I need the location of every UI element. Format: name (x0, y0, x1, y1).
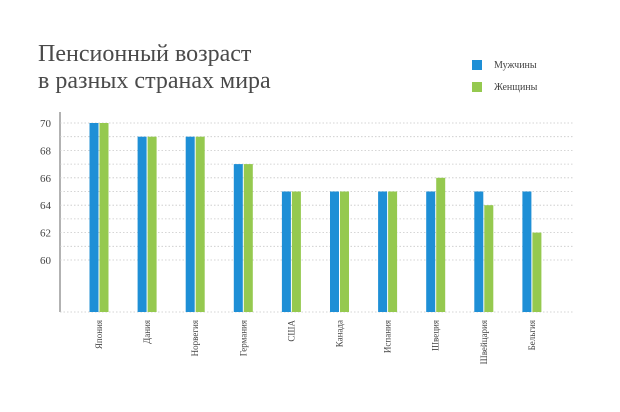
legend-swatch-men (472, 60, 482, 70)
category-label: Испания (383, 320, 393, 353)
y-tick-label: 64 (40, 200, 52, 212)
category-label: Германия (238, 320, 248, 356)
legend-label-men: Мужчины (494, 59, 537, 71)
legend-label-women: Женщины (494, 81, 538, 93)
category-label: Канада (335, 320, 345, 347)
category-label: Япония (94, 320, 104, 349)
bar-women (340, 191, 349, 312)
category-label: США (286, 320, 296, 342)
chart-title: Пенсионный возраст в разных странах мира (38, 41, 271, 95)
bar-women (147, 136, 157, 312)
bar-women (436, 177, 446, 312)
category-label: Швеция (431, 320, 441, 351)
category-label: Дания (142, 320, 152, 344)
legend-item-men: Мужчины (472, 54, 537, 76)
bar-men (378, 191, 388, 312)
y-tick-label: 60 (40, 255, 52, 267)
bar-men (89, 123, 99, 312)
bar-men (281, 191, 291, 312)
bar-men (426, 191, 436, 312)
chart-title-line-2: в разных странах мира (38, 68, 271, 94)
bar-men (474, 191, 484, 312)
category-label: Швейцария (479, 320, 489, 364)
bar-men (330, 191, 339, 312)
category-label: Норвегия (190, 320, 200, 356)
chart-title-line-1: Пенсионный возраст (38, 41, 252, 67)
bar-women (243, 164, 253, 312)
bar-women (532, 232, 542, 312)
category-label: Бельгия (527, 320, 537, 350)
bar-women (99, 123, 109, 312)
bar-men (137, 136, 147, 312)
legend-swatch-women (472, 82, 482, 92)
bar-men (185, 136, 195, 312)
chart-legend: Мужчины Женщины (472, 54, 537, 98)
y-tick-label: 66 (40, 173, 52, 185)
y-tick-label: 70 (40, 118, 52, 130)
legend-item-women: Женщины (472, 76, 537, 98)
bar-women (291, 191, 301, 312)
bar-women (388, 191, 398, 312)
bar-women (195, 136, 205, 312)
bar-men (233, 164, 243, 312)
y-tick-label: 62 (40, 228, 51, 240)
y-tick-label: 68 (40, 145, 52, 157)
bar-men (522, 191, 532, 312)
bar-women (484, 205, 494, 312)
